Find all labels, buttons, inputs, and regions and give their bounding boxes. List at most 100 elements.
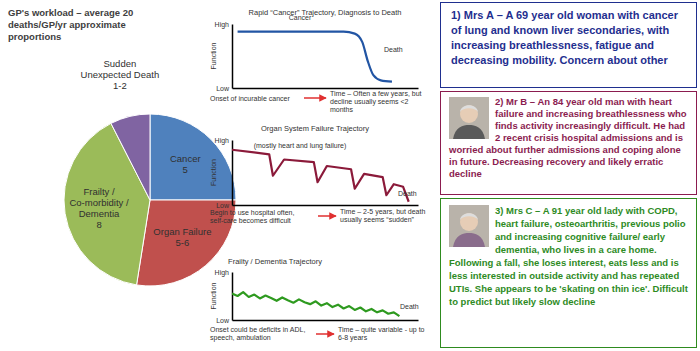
photo-head bbox=[460, 105, 478, 123]
y-tick: Low bbox=[216, 202, 232, 209]
axis-title-line: months bbox=[330, 106, 353, 113]
y-tick: High bbox=[215, 21, 232, 29]
axis-title: Function bbox=[210, 42, 217, 69]
annotation: Death bbox=[398, 190, 417, 197]
annotation: Cancer bbox=[289, 14, 312, 21]
photo bbox=[449, 97, 489, 139]
data-label: 5 bbox=[183, 164, 188, 175]
data-label: 8 bbox=[96, 219, 101, 230]
axis-title: Function bbox=[210, 159, 217, 186]
slice-category: Co-morbidity / bbox=[69, 197, 128, 208]
axis-title: Time – quite variable - up to6-8 years bbox=[338, 326, 425, 342]
annotation: Onset could be deficits in ADL,speech, a… bbox=[210, 326, 305, 342]
annotation-line: Cancer bbox=[289, 14, 312, 21]
annotation-line: Begin to use hospital often, bbox=[210, 209, 295, 217]
slice-category: Sudden bbox=[104, 58, 137, 69]
axis-line bbox=[233, 320, 419, 322]
y-axis: High Low bbox=[215, 269, 233, 324]
case-box: 1) Mrs A – A 69 year old woman with canc… bbox=[440, 2, 697, 88]
trajectory-chart: Rapid “Cancer” Trajectory, Diagnosis to … bbox=[210, 8, 422, 113]
y-tick: Low bbox=[216, 85, 232, 92]
annotation-line: Death bbox=[398, 190, 417, 197]
annotation-line: Death bbox=[384, 46, 403, 53]
photo-head bbox=[460, 213, 478, 231]
data-label: 5-6 bbox=[176, 237, 190, 248]
arrow bbox=[304, 97, 326, 99]
trajectory-chart: Organ System Failure Trajectory High Low Fu… bbox=[210, 124, 425, 224]
photo-hair bbox=[460, 213, 478, 220]
x-axis bbox=[233, 88, 419, 89]
slice-category: Frailty / bbox=[83, 186, 115, 197]
plot-area bbox=[232, 292, 399, 316]
y-tick: High bbox=[215, 269, 232, 277]
axis-title-line: usually seems “sudden” bbox=[340, 216, 415, 224]
annotation: (mostly heart and lung failure) bbox=[254, 142, 347, 150]
photo-background bbox=[449, 205, 489, 247]
annotation-line: Death bbox=[400, 303, 419, 310]
annotation: Death bbox=[400, 303, 419, 310]
axis-title-line: Time – 2-5 years, but death bbox=[340, 208, 425, 216]
tick-label: High bbox=[215, 269, 230, 277]
axis-title-line: decline usually seems <2 bbox=[330, 98, 409, 106]
annotation-line: self-care becomes difficult bbox=[210, 217, 291, 224]
chart-title-line: proportions bbox=[8, 31, 61, 42]
axis-title-line: 6-8 years bbox=[338, 334, 368, 342]
slice-category: Unexpected Death bbox=[81, 69, 160, 80]
axis-title: Time – 2-5 years, but deathusually seems… bbox=[340, 208, 425, 224]
data-label: 1-2 bbox=[113, 80, 127, 91]
slice-label: Cancer5 bbox=[170, 153, 201, 175]
axis-title-line: Time – Often a few years, but bbox=[330, 90, 422, 98]
chart-title-line: GP's workload – average 20 bbox=[8, 7, 133, 18]
annotation-line: Onset could be deficits in ADL, bbox=[210, 326, 305, 333]
slices bbox=[64, 114, 236, 286]
tick-label: High bbox=[215, 137, 230, 145]
annotation-line: (mostly heart and lung failure) bbox=[254, 142, 347, 150]
photo bbox=[449, 205, 489, 247]
case-text: 1) Mrs A – A 69 year old woman with canc… bbox=[451, 9, 678, 66]
slice-category: Organ Failure bbox=[153, 226, 211, 237]
annotation: Death bbox=[384, 46, 403, 53]
photo-body bbox=[453, 233, 485, 247]
axis-line bbox=[233, 205, 419, 207]
photo-hair bbox=[460, 105, 478, 112]
tick-label: Low bbox=[216, 317, 230, 324]
trajectory-line bbox=[238, 32, 392, 82]
trajectory-chart: Frailty / Dementia TrajectoryHighLowFunc… bbox=[210, 257, 425, 342]
tick-label: Low bbox=[216, 85, 230, 92]
slice-label: SuddenUnexpected Death1-2 bbox=[81, 58, 160, 91]
chart-title: Rapid “Cancer” Trajectory, Diagnosis to … bbox=[249, 8, 402, 17]
pie-chart: GP's workload – average 20deaths/GP/yr a… bbox=[8, 7, 236, 286]
axis-line bbox=[232, 25, 234, 89]
photo-background bbox=[449, 97, 489, 139]
plot-area bbox=[232, 150, 409, 202]
y-tick: High bbox=[215, 137, 232, 145]
photo-body bbox=[453, 125, 485, 139]
slice-category: Dementia bbox=[79, 208, 120, 219]
plot-area bbox=[238, 32, 392, 82]
pie-slice bbox=[150, 114, 236, 200]
x-axis bbox=[233, 205, 419, 206]
y-axis: High Low bbox=[215, 21, 233, 92]
y-axis: High Low bbox=[215, 137, 233, 209]
axis-title-line: Time – quite variable - up to bbox=[338, 326, 425, 334]
annotation: Onset of incurable cancer bbox=[210, 95, 290, 102]
axis-title: Time – Often a few years, butdecline usu… bbox=[330, 90, 422, 113]
y-tick: Low bbox=[216, 317, 232, 324]
chart-title-line: deaths/GP/yr approximate bbox=[8, 19, 126, 30]
case-box: 3) Mrs C – A 91 year old lady with COPD,… bbox=[440, 198, 697, 348]
annotation-line: speech, ambulation bbox=[210, 334, 271, 342]
pie-slice bbox=[111, 114, 150, 200]
axis-title: Function bbox=[210, 282, 217, 309]
trajectory-line bbox=[232, 150, 409, 202]
trajectory-line bbox=[232, 292, 399, 316]
case-box: 2) Mr B – An 84 year old man with heart … bbox=[440, 91, 697, 195]
arrow bbox=[318, 215, 336, 217]
slice-label: Frailty /Co-morbidity /Dementia8 bbox=[69, 186, 128, 230]
tick-label: High bbox=[215, 21, 230, 29]
chart-title: Organ System Failure Trajectory bbox=[261, 124, 369, 133]
tick-label: Low bbox=[216, 202, 230, 209]
axis-line bbox=[232, 273, 234, 321]
annotation-line: Onset of incurable cancer bbox=[210, 95, 290, 102]
x-axis bbox=[233, 320, 419, 321]
slice-category: Cancer bbox=[170, 153, 201, 164]
